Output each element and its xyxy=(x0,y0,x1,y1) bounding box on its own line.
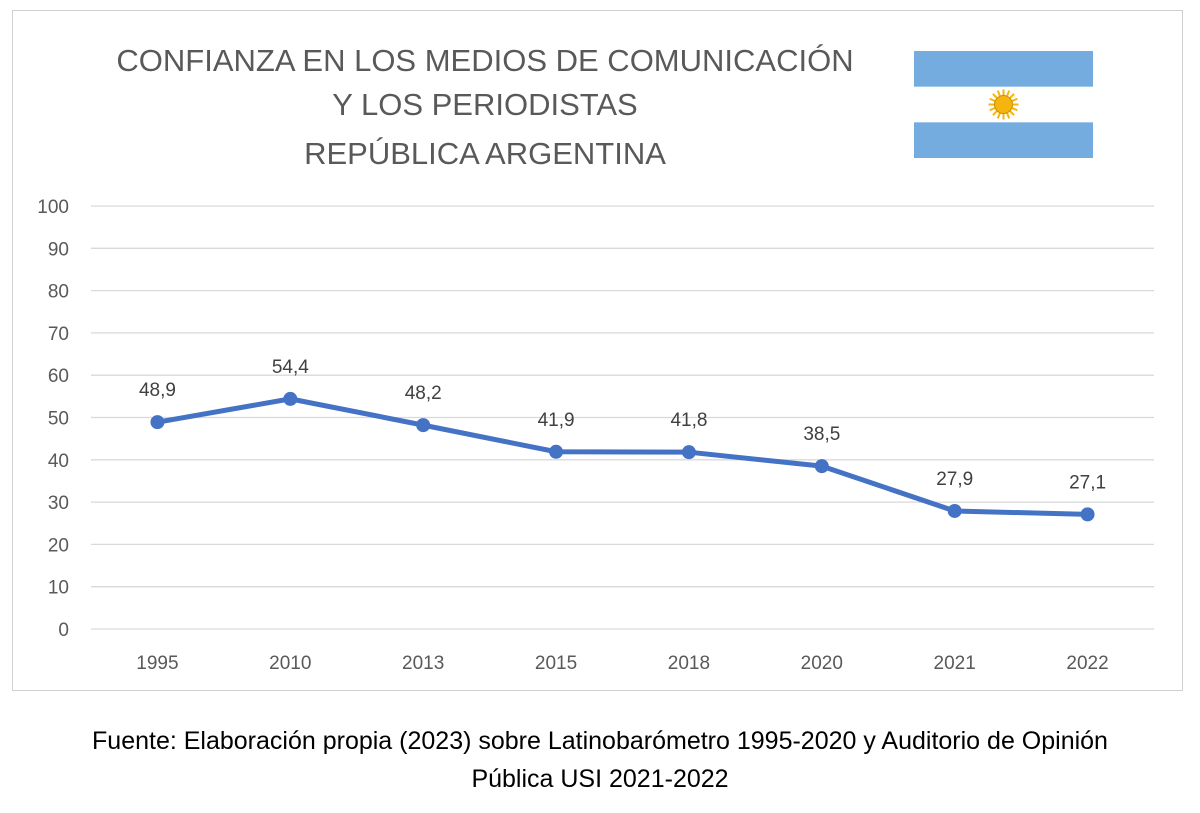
gridlines xyxy=(91,205,1154,630)
x-tick-label: 2022 xyxy=(1066,653,1108,674)
y-tick-label: 90 xyxy=(48,239,69,260)
argentina-flag-icon xyxy=(914,51,1093,158)
data-label: 27,9 xyxy=(936,469,973,490)
series xyxy=(150,391,1095,522)
data-point xyxy=(947,503,962,518)
y-tick-label: 80 xyxy=(48,282,69,303)
source-note-line-2: Pública USI 2021-2022 xyxy=(471,765,729,793)
data-point xyxy=(1080,507,1095,522)
data-point xyxy=(549,444,564,459)
y-tick-label: 70 xyxy=(48,324,69,345)
x-axis: 1995 2010 2013 2015 2018 2020 2021 2022 xyxy=(136,653,1108,674)
chart-title-line-2: Y LOS PERIODISTAS xyxy=(332,87,638,122)
y-tick-label: 50 xyxy=(48,409,69,430)
sun-of-may-icon xyxy=(988,89,1019,120)
y-axis: 0 10 20 30 40 50 60 70 80 90 100 xyxy=(37,197,69,641)
series-line xyxy=(154,396,1091,517)
data-label: 27,1 xyxy=(1069,472,1106,493)
chart-frame: CONFIANZA EN LOS MEDIOS DE COMUNICACIÓN Y… xyxy=(12,10,1183,691)
x-tick-label: 2013 xyxy=(402,653,444,674)
y-tick-label: 10 xyxy=(48,578,69,599)
data-point xyxy=(283,391,298,406)
data-label: 41,9 xyxy=(538,410,575,431)
line-chart: CONFIANZA EN LOS MEDIOS DE COMUNICACIÓN Y… xyxy=(37,43,1154,674)
data-label: 54,4 xyxy=(272,357,309,378)
y-tick-label: 30 xyxy=(48,493,69,514)
y-tick-label: 0 xyxy=(58,620,69,641)
x-tick-label: 1995 xyxy=(136,653,178,674)
source-note: Fuente: Elaboración propia (2023) sobre … xyxy=(0,722,1200,798)
data-label: 41,8 xyxy=(670,410,707,431)
flag-top-band xyxy=(914,51,1093,87)
flag-bottom-band xyxy=(914,122,1093,158)
y-tick-label: 100 xyxy=(37,197,69,218)
chart-title-line-1: CONFIANZA EN LOS MEDIOS DE COMUNICACIÓN xyxy=(116,43,853,78)
x-tick-label: 2021 xyxy=(934,653,976,674)
data-point xyxy=(814,459,829,474)
data-point xyxy=(150,415,165,430)
data-label: 48,2 xyxy=(405,383,442,404)
x-tick-label: 2018 xyxy=(668,653,710,674)
x-tick-label: 2020 xyxy=(801,653,843,674)
y-tick-label: 60 xyxy=(48,366,69,387)
chart-title: CONFIANZA EN LOS MEDIOS DE COMUNICACIÓN Y… xyxy=(116,43,853,171)
data-point xyxy=(681,445,696,460)
chart-title-line-3: REPÚBLICA ARGENTINA xyxy=(304,136,666,171)
data-labels: 48,9 54,4 48,2 41,9 41,8 38,5 27,9 27,1 xyxy=(139,357,1106,493)
x-tick-label: 2010 xyxy=(269,653,311,674)
data-point xyxy=(416,418,431,433)
data-label: 48,9 xyxy=(139,380,176,401)
source-note-line-1: Fuente: Elaboración propia (2023) sobre … xyxy=(92,727,1108,755)
y-tick-label: 40 xyxy=(48,451,69,472)
x-tick-label: 2015 xyxy=(535,653,577,674)
y-tick-label: 20 xyxy=(48,535,69,556)
data-label: 38,5 xyxy=(803,424,840,445)
